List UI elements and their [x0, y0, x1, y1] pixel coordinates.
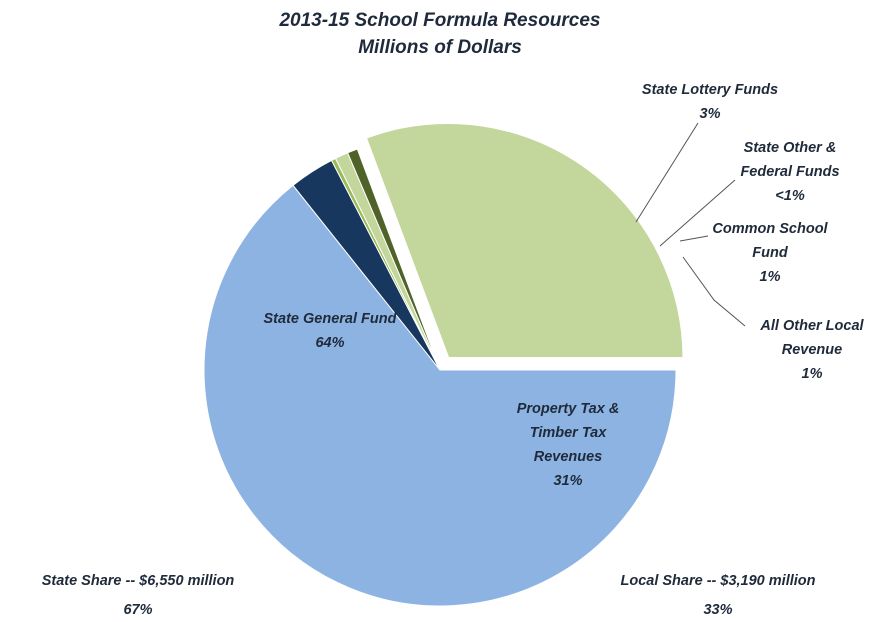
annotation-line: 67% [123, 602, 152, 618]
leader-line-state-other-federal [659, 179, 736, 247]
annotation-state-share: State Share -- $6,550 million 67% [42, 573, 235, 618]
slice-label-line: Common School [712, 221, 828, 237]
annotation-line: State Share -- $6,550 million [42, 573, 235, 589]
leader-line-common-school-fund [679, 235, 709, 242]
slice-label-line: 31% [553, 473, 582, 489]
pie-slices [203, 121, 686, 607]
slice-label-line: <1% [775, 188, 805, 204]
slice-label-line: Federal Funds [740, 164, 839, 180]
slice-label-state-general-fund: State General Fund 64% [264, 311, 398, 351]
slice-label-line: State General Fund [264, 311, 398, 327]
slice-label-line: All Other Local [759, 318, 864, 334]
pie-slice-state-general-fund [203, 184, 677, 607]
slice-label-common-school-fund: Common School Fund 1% [712, 221, 828, 285]
slice-label-line: Property Tax & [517, 401, 620, 417]
slice-label-line: Fund [752, 245, 789, 261]
leader-line-state-lottery-funds [635, 122, 699, 223]
slice-label-line: Revenue [782, 342, 842, 358]
slice-label-state-other-federal: State Other & Federal Funds <1% [740, 140, 839, 204]
slice-label-line: Revenues [534, 449, 603, 465]
pie-slice-property-timber-tax [363, 121, 686, 360]
slice-label-line: Timber Tax [530, 425, 607, 441]
annotation-line: 33% [703, 602, 732, 618]
slice-label-line: 1% [760, 269, 781, 285]
leader-line-all-other-local [682, 256, 746, 327]
slice-label-property-timber-tax: Property Tax & Timber Tax Revenues 31% [517, 401, 620, 489]
annotation-line: Local Share -- $3,190 million [620, 573, 815, 589]
slice-label-line: 3% [700, 106, 721, 122]
slice-label-line: 64% [315, 335, 344, 351]
slice-labels: State General Fund 64% State Lottery Funds… [42, 82, 865, 618]
chart-subtitle: Millions of Dollars [358, 37, 522, 58]
slice-label-line: State Other & [744, 140, 837, 156]
slice-label-line: 1% [802, 366, 823, 382]
slice-label-all-other-local: All Other Local Revenue 1% [759, 318, 864, 382]
annotation-local-share: Local Share -- $3,190 million 33% [620, 573, 815, 618]
pie-slice-all-other-local [346, 148, 441, 371]
leader-lines [635, 122, 746, 327]
chart-title: 2013-15 School Formula Resources [278, 10, 600, 31]
slice-label-line: State Lottery Funds [642, 82, 778, 98]
slice-label-state-lottery-funds: State Lottery Funds 3% [642, 82, 778, 122]
